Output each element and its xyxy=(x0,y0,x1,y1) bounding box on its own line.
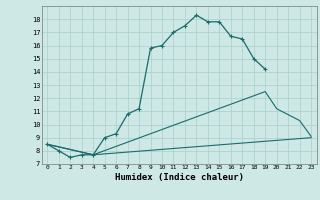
X-axis label: Humidex (Indice chaleur): Humidex (Indice chaleur) xyxy=(115,173,244,182)
